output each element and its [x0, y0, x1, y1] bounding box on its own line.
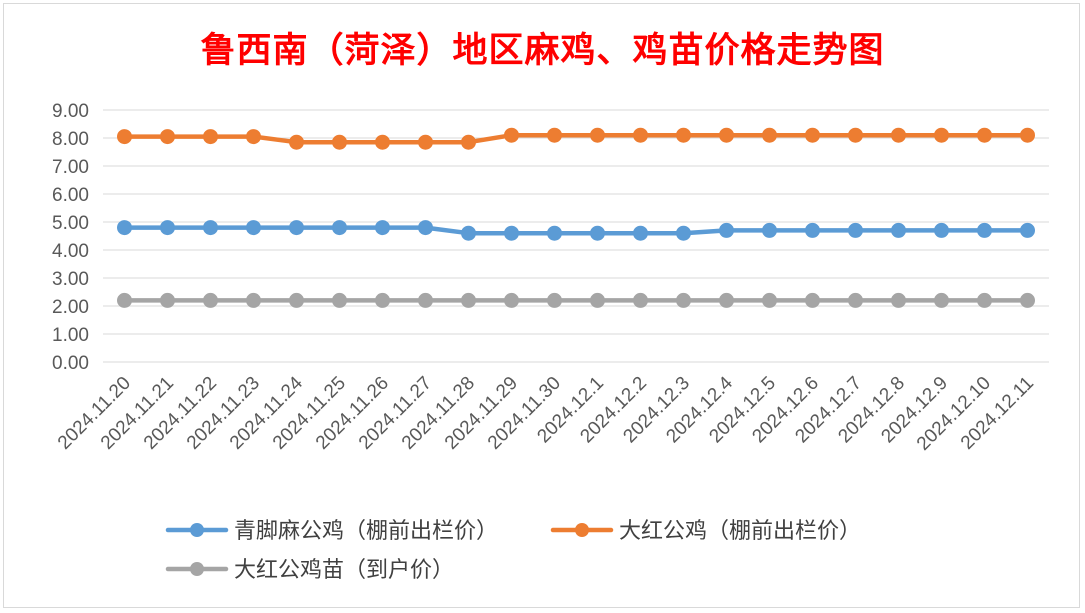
y-tick-label: 4.00: [52, 241, 89, 262]
data-point: [289, 134, 304, 150]
data-point: [246, 220, 261, 236]
y-tick-label: 2.00: [52, 297, 89, 318]
data-point: [934, 292, 949, 308]
data-point: [418, 220, 433, 236]
data-point: [977, 292, 992, 308]
data-point: [633, 127, 648, 143]
series-line: [122, 132, 1030, 145]
data-point: [891, 127, 906, 143]
data-point: [762, 292, 777, 308]
y-tick-label: 6.00: [52, 185, 89, 206]
data-point: [461, 225, 476, 241]
y-tick-label: 7.00: [52, 157, 89, 178]
data-point: [117, 220, 132, 236]
data-point: [375, 220, 390, 236]
data-point: [590, 225, 605, 241]
data-point: [719, 222, 734, 238]
data-point: [375, 292, 390, 308]
legend-marker: [190, 523, 204, 537]
data-point: [676, 127, 691, 143]
y-tick-label: 5.00: [52, 213, 89, 234]
data-point: [289, 292, 304, 308]
data-point: [461, 292, 476, 308]
data-point: [117, 129, 132, 145]
data-point: [762, 222, 777, 238]
data-point: [1020, 292, 1035, 308]
data-point: [332, 220, 347, 236]
data-point: [805, 222, 820, 238]
data-point: [504, 225, 519, 241]
data-point: [1020, 127, 1035, 143]
data-point: [719, 127, 734, 143]
y-tick-label: 8.00: [52, 129, 89, 150]
data-point: [891, 292, 906, 308]
data-point: [633, 292, 648, 308]
data-point: [332, 134, 347, 150]
data-point: [590, 292, 605, 308]
data-point: [547, 127, 562, 143]
data-point: [160, 129, 175, 145]
legend-label: 大红公鸡（棚前出栏价）: [619, 519, 861, 544]
data-point: [461, 134, 476, 150]
data-point: [332, 292, 347, 308]
data-point: [891, 222, 906, 238]
data-point: [977, 222, 992, 238]
data-point: [805, 292, 820, 308]
legend-marker: [575, 523, 589, 537]
data-point: [590, 127, 605, 143]
data-point: [203, 292, 218, 308]
data-point: [805, 127, 820, 143]
data-point: [289, 220, 304, 236]
data-point: [418, 292, 433, 308]
series-line: [122, 225, 1030, 236]
data-point: [418, 134, 433, 150]
legend-label: 青脚麻公鸡（棚前出栏价）: [234, 519, 498, 544]
chart-title: 鲁西南（菏泽）地区麻鸡、鸡苗价格走势图: [200, 30, 885, 71]
data-point: [977, 127, 992, 143]
data-point: [934, 127, 949, 143]
data-point: [203, 129, 218, 145]
data-point: [504, 127, 519, 143]
data-point: [1020, 222, 1035, 238]
data-point: [719, 292, 734, 308]
y-tick-label: 3.00: [52, 269, 89, 290]
y-tick-label: 1.00: [52, 325, 89, 346]
data-point: [762, 127, 777, 143]
data-point: [203, 220, 218, 236]
data-point: [117, 292, 132, 308]
data-point: [676, 292, 691, 308]
data-point: [848, 127, 863, 143]
y-tick-label: 0.00: [52, 353, 89, 374]
legend-marker: [190, 562, 204, 576]
data-point: [246, 129, 261, 145]
data-point: [934, 222, 949, 238]
data-point: [848, 292, 863, 308]
data-point: [633, 225, 648, 241]
data-point: [547, 292, 562, 308]
data-point: [160, 220, 175, 236]
data-point: [676, 225, 691, 241]
data-point: [547, 225, 562, 241]
data-point: [160, 292, 175, 308]
data-point: [848, 222, 863, 238]
data-point: [504, 292, 519, 308]
data-point: [375, 134, 390, 150]
y-tick-label: 9.00: [52, 101, 89, 122]
legend-label: 大红公鸡苗（到户价）: [234, 558, 454, 583]
data-point: [246, 292, 261, 308]
